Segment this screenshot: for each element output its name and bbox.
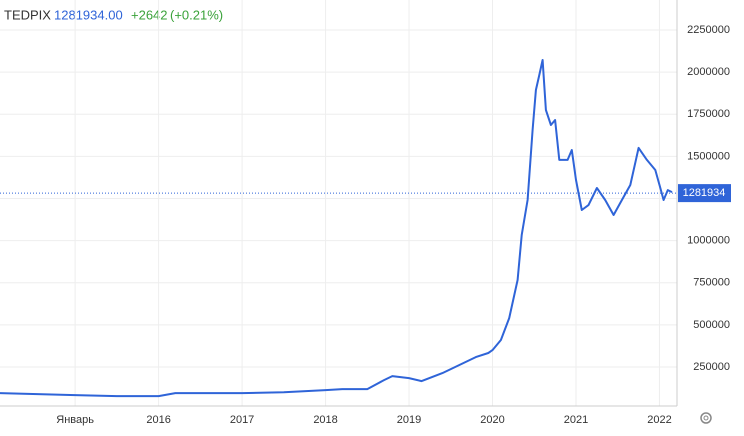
settings-icon[interactable] — [700, 412, 712, 424]
y-tick-label: 250000 — [693, 361, 730, 373]
price: 1281934.00 — [54, 7, 123, 22]
change-pct: (+0.21%) — [170, 7, 223, 22]
x-tick-label: 2017 — [230, 414, 254, 426]
x-tick-label: 2019 — [397, 414, 421, 426]
x-tick-label: 2018 — [313, 414, 337, 426]
line-series — [0, 59, 673, 398]
gear-center[interactable] — [703, 415, 709, 421]
x-tick-label: 2022 — [647, 414, 671, 426]
y-tick-label: 2250000 — [687, 24, 730, 36]
header: TEDPIX 1281934.00 +2642 (+0.21%) — [4, 7, 223, 22]
change: +2642 — [131, 7, 168, 22]
y-tick-label: 750000 — [693, 277, 730, 289]
y-tick-label: 1000000 — [687, 235, 730, 247]
x-tick-label: 2020 — [480, 414, 504, 426]
y-tick-label: 2000000 — [687, 66, 730, 78]
x-tick-label: Январь — [56, 414, 94, 426]
symbol: TEDPIX — [4, 7, 51, 22]
y-tick-label: 1500000 — [687, 150, 730, 162]
y-tick-label: 500000 — [693, 319, 730, 331]
gear[interactable] — [700, 412, 712, 424]
x-tick-label: 2016 — [146, 414, 170, 426]
last-price-label: 1281934 — [683, 187, 726, 199]
last-price-box — [678, 184, 731, 203]
x-tick-label: 2021 — [564, 414, 588, 426]
y-tick-label: 1750000 — [687, 108, 730, 120]
